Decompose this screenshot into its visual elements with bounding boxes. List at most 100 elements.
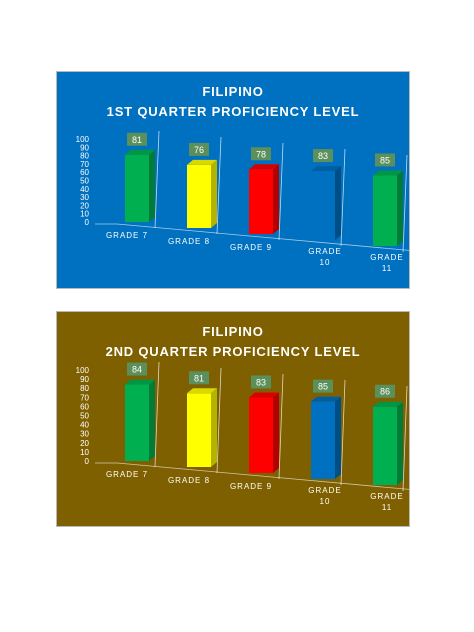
bar-top [373,401,403,407]
y-tick-label: 0 [85,218,90,227]
bar-front [249,169,273,234]
data-label-box [251,147,271,161]
bar-front [373,175,397,246]
y-tick-label: 30 [80,193,89,202]
bar-front [125,154,149,222]
bar-grade-10 [311,166,341,240]
bar-top [311,396,341,402]
y-tick-label: 0 [85,457,90,466]
slot-divider [402,385,408,492]
data-label: 85 [318,382,328,392]
y-tick-label: 60 [80,168,89,177]
x-category-label: GRADE 9 [230,243,272,252]
slot-divider [402,154,408,253]
data-label-box [127,132,147,146]
data-label: 84 [132,365,142,375]
y-tick-label: 100 [76,135,90,144]
x-category-label: GRADE 9 [230,482,272,491]
y-tick-label: 40 [80,185,89,194]
bar-grade-9 [249,392,279,473]
slot-divider [154,130,160,229]
bar-top [311,166,341,172]
y-tick-label: 20 [80,439,89,448]
bar-front [249,397,273,473]
bar-side [211,159,217,228]
x-category-label: GRADE 11 [370,492,403,512]
data-label: 83 [318,151,328,161]
y-tick-label: 80 [80,152,89,161]
bar-grade-10 [311,396,341,479]
bar-top [187,159,217,165]
bar-top [187,388,217,394]
bar-side [397,170,403,246]
data-label: 76 [194,145,204,155]
bar-top [373,170,403,176]
slot-divider [340,379,346,486]
bar-grade-11 [373,401,403,485]
slot-divider [278,373,284,480]
bar-front [311,401,335,479]
bar-top [249,392,279,398]
chart-subtitle: 2ND QUARTER PROFICIENCY LEVEL [105,344,361,359]
bar-grade-7 [125,149,155,222]
y-tick-label: 10 [80,448,89,457]
x-category-label: GRADE 8 [168,237,210,246]
bar-side [397,401,403,485]
data-label-box [189,371,209,385]
data-label-box [127,362,147,376]
bar-side [273,164,279,234]
bar-side [149,379,155,461]
data-label: 85 [380,155,390,165]
bar-front [311,171,335,240]
bar-side [335,166,341,240]
data-label: 78 [256,149,266,159]
bar-front [187,164,211,228]
floor-line [95,223,409,251]
bar-front [187,393,211,467]
y-tick-label: 60 [80,402,89,411]
data-label-box [313,149,333,163]
slot-divider [154,361,160,468]
data-label-box [313,379,333,393]
x-category-label: GRADE 10 [308,486,341,506]
y-tick-label: 90 [80,143,89,152]
y-tick-label: 80 [80,384,89,393]
floor-line [95,462,409,490]
chart-panel-1st-quarter: FILIPINO 1ST QUARTER PROFICIENCY LEVEL 0… [56,71,410,289]
data-label: 86 [380,387,390,397]
x-category-label: GRADE 7 [106,231,148,240]
y-tick-label: 20 [80,201,89,210]
x-category-label: GRADE 10 [308,247,341,267]
x-category-label: GRADE 7 [106,470,148,479]
y-tick-label: 40 [80,421,89,430]
bar-grade-7 [125,379,155,461]
y-tick-label: 50 [80,177,89,186]
bar-grade-8 [187,159,217,228]
data-label-box [375,153,395,167]
y-tick-label: 70 [80,393,89,402]
slot-divider [216,136,222,235]
chart-subtitle: 1ST QUARTER PROFICIENCY LEVEL [106,104,360,119]
y-tick-label: 10 [80,210,89,219]
y-tick-label: 90 [80,375,89,384]
bar-top [249,164,279,170]
data-label-box [189,142,209,156]
y-tick-label: 100 [76,366,90,375]
data-label-box [251,375,271,389]
chart-title: FILIPINO [202,84,264,99]
bar-grade-9 [249,164,279,234]
bar-front [125,384,149,461]
data-label-box [375,384,395,398]
x-category-label: GRADE 8 [168,476,210,485]
bar-side [149,149,155,222]
bar-side [335,396,341,479]
chart-title: FILIPINO [202,324,264,339]
y-tick-label: 30 [80,430,89,439]
bar-grade-11 [373,170,403,246]
bar-grade-8 [187,388,217,467]
y-tick-label: 70 [80,160,89,169]
bar-front [373,406,397,485]
bar-top [125,379,155,385]
